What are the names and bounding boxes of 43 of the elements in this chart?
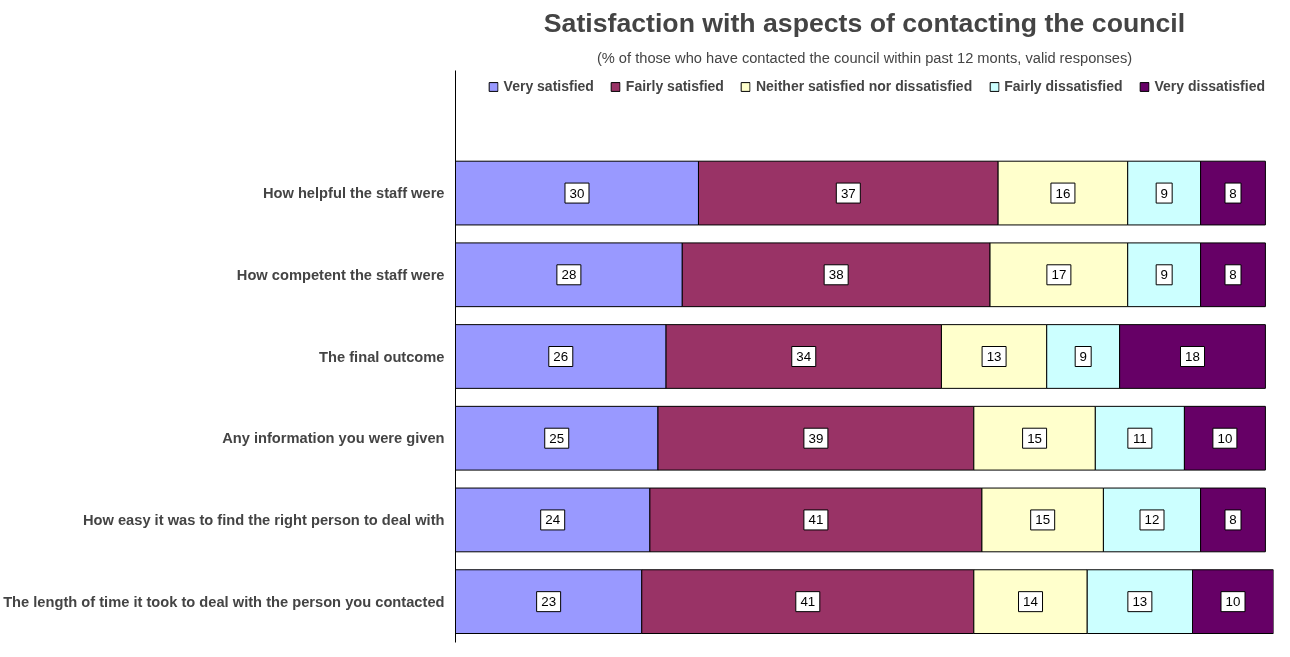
legend-label: Very dissatisfied <box>1154 78 1265 94</box>
data-label: 14 <box>1023 594 1039 610</box>
data-label: 15 <box>1027 430 1042 446</box>
y-tick-label: How easy it was to find the right person to deal with <box>82 511 445 528</box>
data-label: 13 <box>986 349 1002 364</box>
data-label: 23 <box>541 594 557 610</box>
data-label: 34 <box>796 349 812 364</box>
chart-subtitle: (% of those who have contacted the council within past 12 monts, valid responses) <box>596 49 1133 66</box>
data-label: 8 <box>1229 185 1237 201</box>
legend-label: Neither satisfied nor dissatisfied <box>755 78 973 94</box>
data-label: 39 <box>808 430 824 446</box>
data-label: 18 <box>1185 349 1200 364</box>
data-label: 9 <box>1079 349 1087 364</box>
data-label: 25 <box>549 430 565 446</box>
data-label: 28 <box>561 267 577 283</box>
data-label: 17 <box>1051 267 1067 283</box>
data-label: 8 <box>1229 512 1237 528</box>
chart-title: Satisfaction with aspects of contacting the council <box>543 7 1186 38</box>
data-label: 26 <box>553 349 569 364</box>
data-label: 8 <box>1229 267 1237 283</box>
data-label: 38 <box>828 267 844 283</box>
legend-label: Fairly satisfied <box>625 78 724 94</box>
data-label: 15 <box>1035 512 1051 528</box>
data-label: 10 <box>1217 430 1233 446</box>
y-tick-label: How helpful the staff were <box>262 185 445 202</box>
data-label: 11 <box>1132 430 1147 446</box>
y-tick-label: How competent the staff were <box>236 266 445 283</box>
legend-label: Very satisfied <box>503 78 594 94</box>
legend-label: Fairly dissatisfied <box>1004 78 1123 94</box>
data-label: 30 <box>569 185 585 201</box>
data-label: 24 <box>545 512 561 528</box>
data-label: 37 <box>840 185 856 201</box>
y-tick-label: Any information you were given <box>222 430 445 447</box>
data-label: 10 <box>1225 594 1241 610</box>
data-label: 16 <box>1055 185 1071 201</box>
data-label: 9 <box>1160 267 1168 283</box>
y-tick-label: The length of time it took to deal with the person you contacted <box>3 593 445 610</box>
data-label: 41 <box>808 512 824 528</box>
data-label: 41 <box>800 594 816 610</box>
y-tick-label: The final outcome <box>319 348 445 365</box>
data-label: 9 <box>1160 185 1168 201</box>
data-label: 13 <box>1132 594 1148 610</box>
data-label: 12 <box>1144 512 1160 528</box>
